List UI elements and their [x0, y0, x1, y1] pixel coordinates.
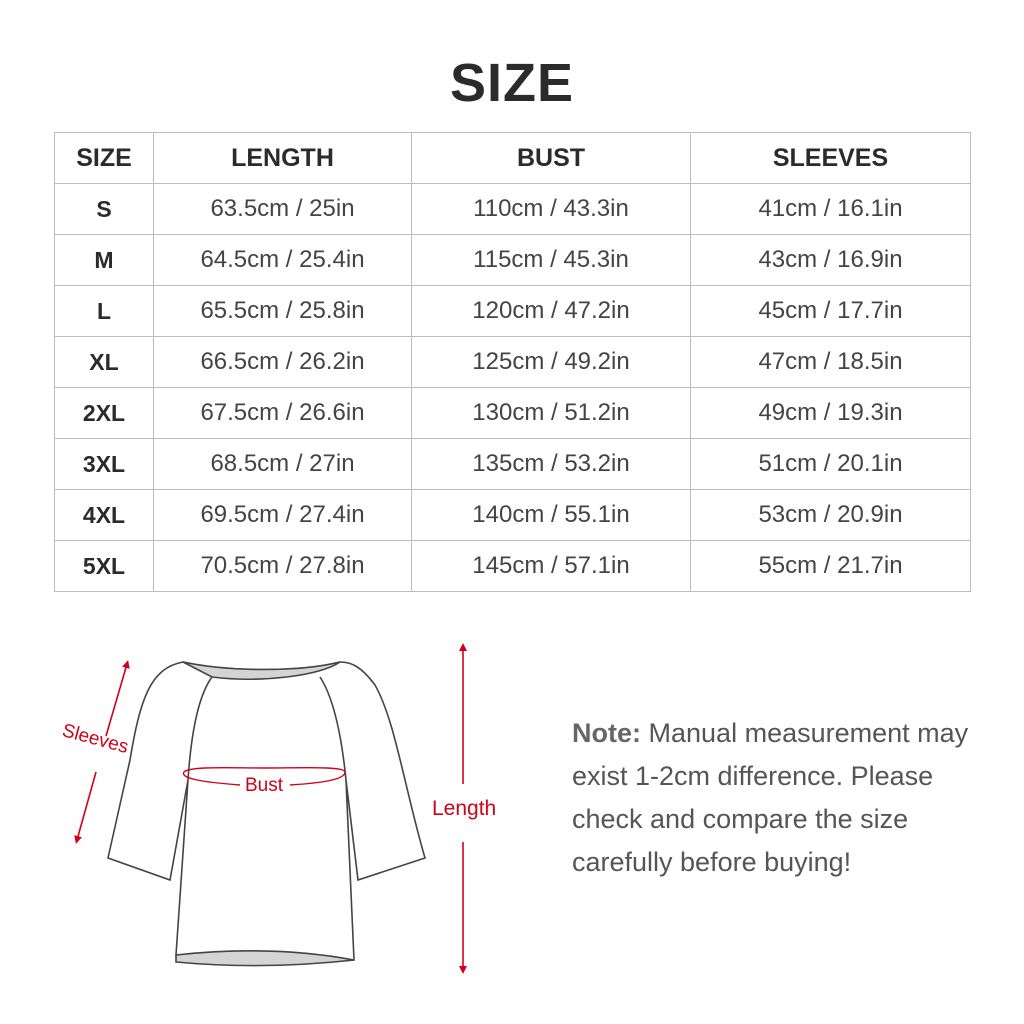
table-row: 4XL 69.5cm / 27.4in 140cm / 55.1in 53cm / 2… [54, 489, 971, 541]
column-header: SLEEVES [690, 132, 971, 184]
table-row: 5XL 70.5cm / 27.8in 145cm / 57.1in 55cm / 2… [54, 540, 971, 592]
measurement-cell: 66.5cm / 26.2in [153, 336, 412, 388]
column-header: BUST [411, 132, 691, 184]
table-row: XL 66.5cm / 26.2in 125cm / 49.2in 47cm / 18… [54, 336, 971, 388]
measurement-cell: 67.5cm / 26.6in [153, 387, 412, 439]
length-label: Length [432, 797, 496, 820]
table-row: L 65.5cm / 25.8in 120cm / 47.2in 45cm / 17.… [54, 285, 971, 337]
measurement-cell: 120cm / 47.2in [411, 285, 691, 337]
bust-line [182, 766, 346, 786]
column-header: SIZE [54, 132, 154, 184]
measurement-cell: 68.5cm / 27in [153, 438, 412, 490]
measurement-cell: 55cm / 21.7in [690, 540, 971, 592]
sleeves-label: Sleeves [60, 720, 131, 758]
measurement-cell: 64.5cm / 25.4in [153, 234, 412, 286]
note-text: Note: Manual measurement may exist 1-2cm… [572, 712, 992, 884]
measurement-cell: 130cm / 51.2in [411, 387, 691, 439]
measurement-cell: 41cm / 16.1in [690, 183, 971, 235]
page-title: SIZE [449, 53, 575, 113]
bust-label: Bust [245, 775, 284, 796]
size-cell: 2XL [54, 387, 154, 439]
note-label: Note: [572, 718, 641, 748]
shirt-outline [107, 661, 426, 967]
measurement-cell: 43cm / 16.9in [690, 234, 971, 286]
measurement-cell: 145cm / 57.1in [411, 540, 691, 592]
size-cell: XL [54, 336, 154, 388]
size-table: SIZE LENGTH BUST SLEEVES S 63.5cm / 25in 110c… [54, 132, 971, 592]
size-cell: L [54, 285, 154, 337]
measurement-cell: 51cm / 20.1in [690, 438, 971, 490]
measurement-cell: 70.5cm / 27.8in [153, 540, 412, 592]
measurement-cell: 135cm / 53.2in [411, 438, 691, 490]
measurement-cell: 69.5cm / 27.4in [153, 489, 412, 541]
size-cell: S [54, 183, 154, 235]
measurement-cell: 140cm / 55.1in [411, 489, 691, 541]
measurement-cell: 47cm / 18.5in [690, 336, 971, 388]
sleeves-arrow [74, 660, 130, 844]
table-row: 2XL 67.5cm / 26.6in 130cm / 51.2in 49cm / 1… [54, 387, 971, 439]
note-body: Manual measurement may exist 1-2cm diffe… [572, 718, 969, 877]
measurement-cell: 45cm / 17.7in [690, 285, 971, 337]
measurement-cell: 110cm / 43.3in [411, 183, 691, 235]
table-row: S 63.5cm / 25in 110cm / 43.3in 41cm / 16.1i… [54, 183, 971, 235]
table-row: 3XL 68.5cm / 27in 135cm / 53.2in 51cm / 20.… [54, 438, 971, 490]
